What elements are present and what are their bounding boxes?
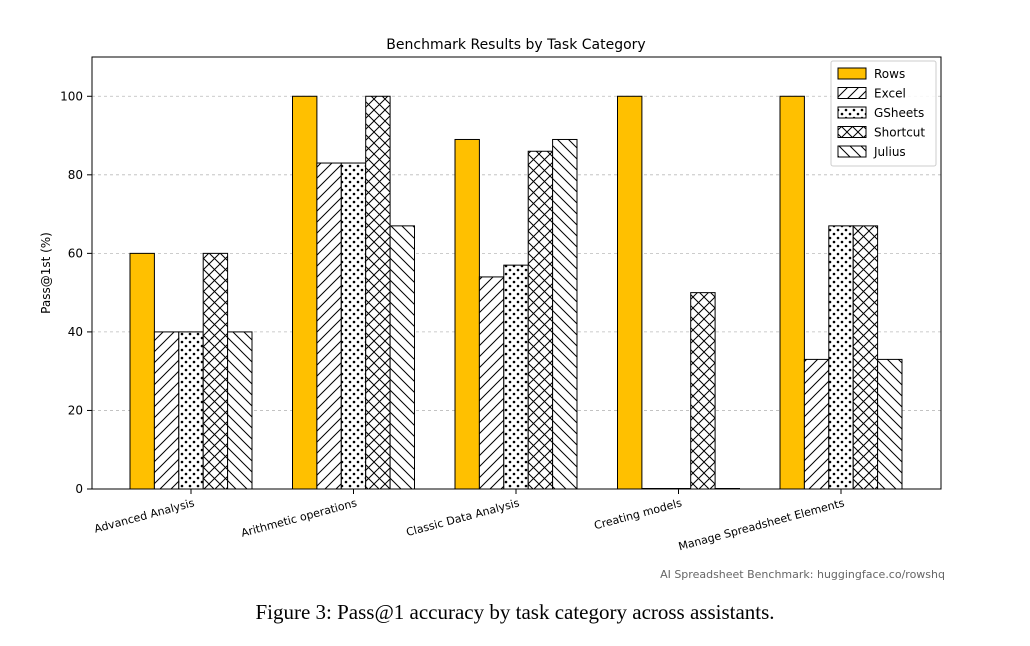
bar-rows-3 — [454, 138, 480, 490]
bar-shortcut-3 — [527, 150, 554, 490]
x-tick-label: Classic Data Analysis — [405, 496, 521, 539]
bar-shortcut-2 — [365, 95, 391, 490]
legend-swatch-shortcut — [837, 126, 867, 138]
bar-rows-1 — [129, 252, 155, 490]
bar-julius-3 — [552, 138, 578, 490]
y-tick-label: 100 — [60, 89, 83, 103]
y-tick-label: 0 — [75, 482, 83, 496]
bar-rows-5 — [779, 95, 805, 490]
legend-swatch-julius — [837, 145, 867, 158]
legend-swatch-rows — [837, 67, 867, 80]
x-tick-label: Advanced Analysis — [93, 496, 196, 535]
legend-label-julius: Julius — [873, 145, 906, 159]
bar-shortcut-4 — [690, 292, 716, 490]
bar-shortcut-5 — [852, 225, 879, 490]
bar-excel-1 — [153, 331, 180, 490]
benchmark-chart: Benchmark Results by Task Category 0 20 40… — [39, 37, 945, 581]
bar-rows-2 — [292, 95, 318, 490]
benchmark-source-annotation: AI Spreadsheet Benchmark: huggingface.co… — [660, 568, 945, 581]
bar-julius-5 — [877, 358, 903, 490]
bar-excel-5 — [803, 358, 830, 490]
legend-swatch-gsheets — [837, 106, 867, 119]
bar-excel-3 — [478, 276, 505, 490]
y-axis-label: Pass@1st (%) — [39, 232, 53, 314]
x-tick-label: Arithmetic operations — [240, 496, 359, 540]
legend-label-shortcut: Shortcut — [874, 126, 925, 140]
chart-title: Benchmark Results by Task Category — [386, 37, 645, 53]
bars — [129, 95, 903, 490]
x-tick-label: Creating models — [593, 496, 684, 532]
legend-label-rows: Rows — [874, 67, 905, 81]
x-axis: Advanced Analysis Arithmetic operations Cl… — [93, 489, 846, 553]
x-tick-label: Manage Spreadsheet Elements — [677, 496, 846, 553]
figure-caption: Figure 3: Pass@1 accuracy by task catego… — [255, 600, 775, 624]
legend-label-excel: Excel — [874, 87, 906, 101]
y-tick-label: 80 — [68, 168, 83, 182]
legend-label-gsheets: GSheets — [874, 106, 924, 120]
bar-gsheets-3 — [503, 264, 529, 490]
legend: Rows Excel GSheets Shortcut Julius — [830, 60, 937, 167]
y-tick-label: 20 — [68, 403, 83, 417]
bar-gsheets-5 — [828, 225, 854, 490]
bar-rows-4 — [617, 95, 643, 490]
y-axis: 0 20 40 60 80 100 — [60, 89, 92, 496]
bar-gsheets-2 — [340, 162, 367, 490]
bar-julius-2 — [389, 225, 416, 490]
y-tick-label: 60 — [68, 246, 83, 260]
bar-excel-2 — [316, 162, 342, 490]
bar-gsheets-1 — [178, 331, 204, 490]
legend-swatch-excel — [837, 87, 867, 99]
bar-shortcut-1 — [202, 252, 229, 490]
bar-julius-1 — [227, 331, 253, 490]
y-tick-label: 40 — [68, 325, 83, 339]
